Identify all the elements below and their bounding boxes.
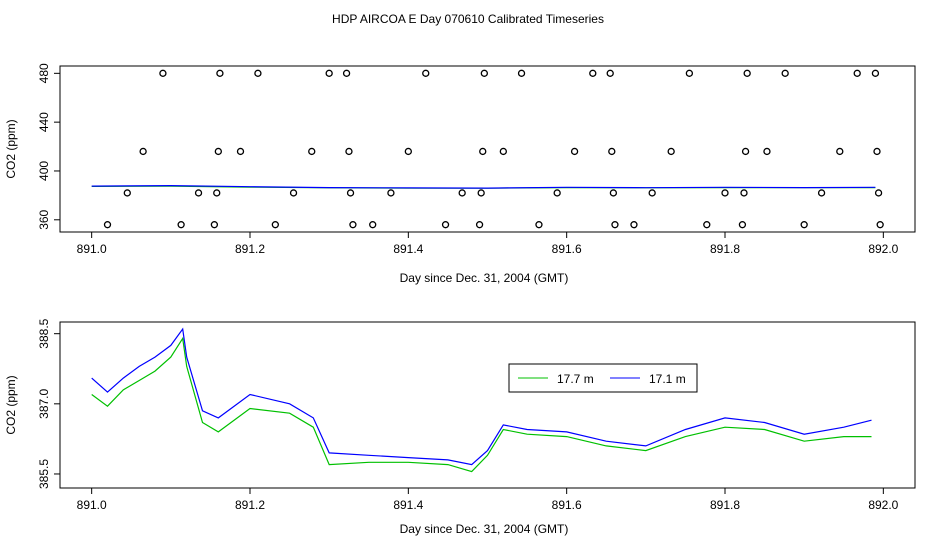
axes: 891.0 891.2 891.4 891.6 891.8 892.0 385.5 387.0… bbox=[37, 318, 899, 512]
data-point bbox=[606, 69, 614, 77]
y-tick-label: 387.0 bbox=[37, 388, 51, 418]
axes: 891.0 891.2 891.4 891.6 891.8 892.0 360 400 440 4… bbox=[37, 63, 899, 256]
data-point bbox=[404, 147, 412, 156]
series-line-0 bbox=[91, 336, 872, 473]
data-point bbox=[123, 189, 131, 197]
data-point bbox=[876, 221, 884, 229]
data-point bbox=[254, 69, 262, 77]
data-point bbox=[517, 69, 526, 77]
data-point bbox=[871, 69, 880, 77]
data-point bbox=[630, 221, 638, 229]
x-tick-label: 891.4 bbox=[393, 498, 423, 512]
x-tick-label: 892.0 bbox=[868, 498, 898, 512]
y-tick-label: 440 bbox=[37, 112, 51, 132]
x-tick-label: 891.8 bbox=[710, 498, 740, 512]
legend-label-17-1: 17.1 m bbox=[649, 372, 686, 386]
top-scatter-panel: 891.0 891.2 891.4 891.6 891.8 892.0 360 400 440 4… bbox=[4, 63, 916, 285]
y-tick-label: 480 bbox=[37, 63, 51, 83]
data-point bbox=[216, 69, 224, 77]
data-point bbox=[609, 189, 618, 197]
data-point bbox=[139, 147, 147, 156]
data-point bbox=[214, 147, 222, 156]
legend-label-17-7: 17.7 m bbox=[557, 372, 594, 386]
plot-frame bbox=[59, 321, 916, 489]
x-tick-label: 891.2 bbox=[235, 498, 265, 512]
data-point bbox=[177, 221, 185, 229]
data-point bbox=[817, 189, 826, 197]
data-point bbox=[346, 189, 355, 197]
data-point bbox=[213, 189, 221, 197]
data-point bbox=[458, 189, 466, 197]
page-title: HDP AIRCOA E Day 070610 Calibrated Times… bbox=[332, 12, 604, 26]
data-point bbox=[369, 221, 377, 229]
x-axis-label: Day since Dec. 31, 2004 (GMT) bbox=[400, 271, 569, 285]
x-tick-label: 891.4 bbox=[393, 242, 423, 256]
data-point bbox=[743, 69, 751, 77]
data-point bbox=[345, 147, 353, 156]
marks bbox=[91, 327, 872, 473]
data-point bbox=[763, 147, 771, 156]
x-axis-label: Day since Dec. 31, 2004 (GMT) bbox=[400, 522, 569, 536]
data-point bbox=[853, 69, 861, 77]
data-point bbox=[477, 189, 485, 197]
data-point bbox=[874, 189, 883, 197]
bottom-line-panel: 891.0 891.2 891.4 891.6 891.8 892.0 385.5 387.0… bbox=[4, 318, 916, 536]
data-point bbox=[685, 69, 694, 77]
data-point bbox=[667, 147, 675, 156]
data-point bbox=[289, 189, 298, 197]
data-point bbox=[589, 69, 597, 77]
data-point bbox=[648, 189, 656, 197]
data-point bbox=[535, 221, 543, 229]
data-point bbox=[740, 189, 748, 197]
data-point bbox=[480, 69, 488, 77]
data-point bbox=[342, 69, 351, 77]
y-tick-label: 385.5 bbox=[37, 459, 51, 489]
y-tick-label: 400 bbox=[37, 161, 51, 181]
data-point bbox=[738, 221, 747, 229]
legend: 17.7 m 17.1 m bbox=[508, 363, 698, 393]
data-point bbox=[210, 221, 219, 229]
data-point bbox=[441, 221, 450, 229]
marks bbox=[91, 69, 884, 229]
data-point bbox=[325, 69, 333, 77]
series-line-1 bbox=[91, 184, 876, 189]
x-tick-label: 892.0 bbox=[868, 242, 898, 256]
data-point bbox=[553, 189, 561, 197]
data-point bbox=[271, 221, 279, 229]
data-point bbox=[387, 189, 395, 197]
data-point bbox=[741, 147, 750, 156]
y-tick-label: 360 bbox=[37, 209, 51, 229]
data-point bbox=[159, 69, 167, 77]
data-point bbox=[781, 69, 789, 77]
data-point bbox=[236, 147, 245, 156]
x-tick-label: 891.6 bbox=[552, 498, 582, 512]
x-tick-label: 891.8 bbox=[710, 242, 740, 256]
data-point bbox=[349, 221, 357, 229]
data-point bbox=[475, 221, 484, 229]
data-point bbox=[721, 189, 729, 197]
data-point bbox=[873, 147, 881, 156]
plot-frame bbox=[59, 65, 916, 233]
x-tick-label: 891.6 bbox=[552, 242, 582, 256]
series-line-1 bbox=[91, 327, 872, 466]
data-point bbox=[422, 69, 430, 77]
data-point bbox=[703, 221, 711, 229]
data-point bbox=[570, 147, 579, 156]
data-point bbox=[611, 221, 619, 229]
data-point bbox=[308, 147, 316, 156]
x-tick-label: 891.2 bbox=[235, 242, 265, 256]
x-tick-label: 891.0 bbox=[77, 242, 107, 256]
y-axis-label: CO2 (ppm) bbox=[4, 119, 18, 178]
y-tick-label: 388.5 bbox=[37, 318, 51, 348]
data-point bbox=[800, 221, 808, 229]
data-point bbox=[836, 147, 844, 156]
y-axis-label: CO2 (ppm) bbox=[4, 375, 18, 434]
data-point bbox=[479, 147, 487, 156]
x-tick-label: 891.0 bbox=[77, 498, 107, 512]
data-point bbox=[608, 147, 616, 156]
data-point bbox=[103, 221, 112, 229]
data-point bbox=[194, 189, 203, 197]
data-point bbox=[499, 147, 507, 156]
